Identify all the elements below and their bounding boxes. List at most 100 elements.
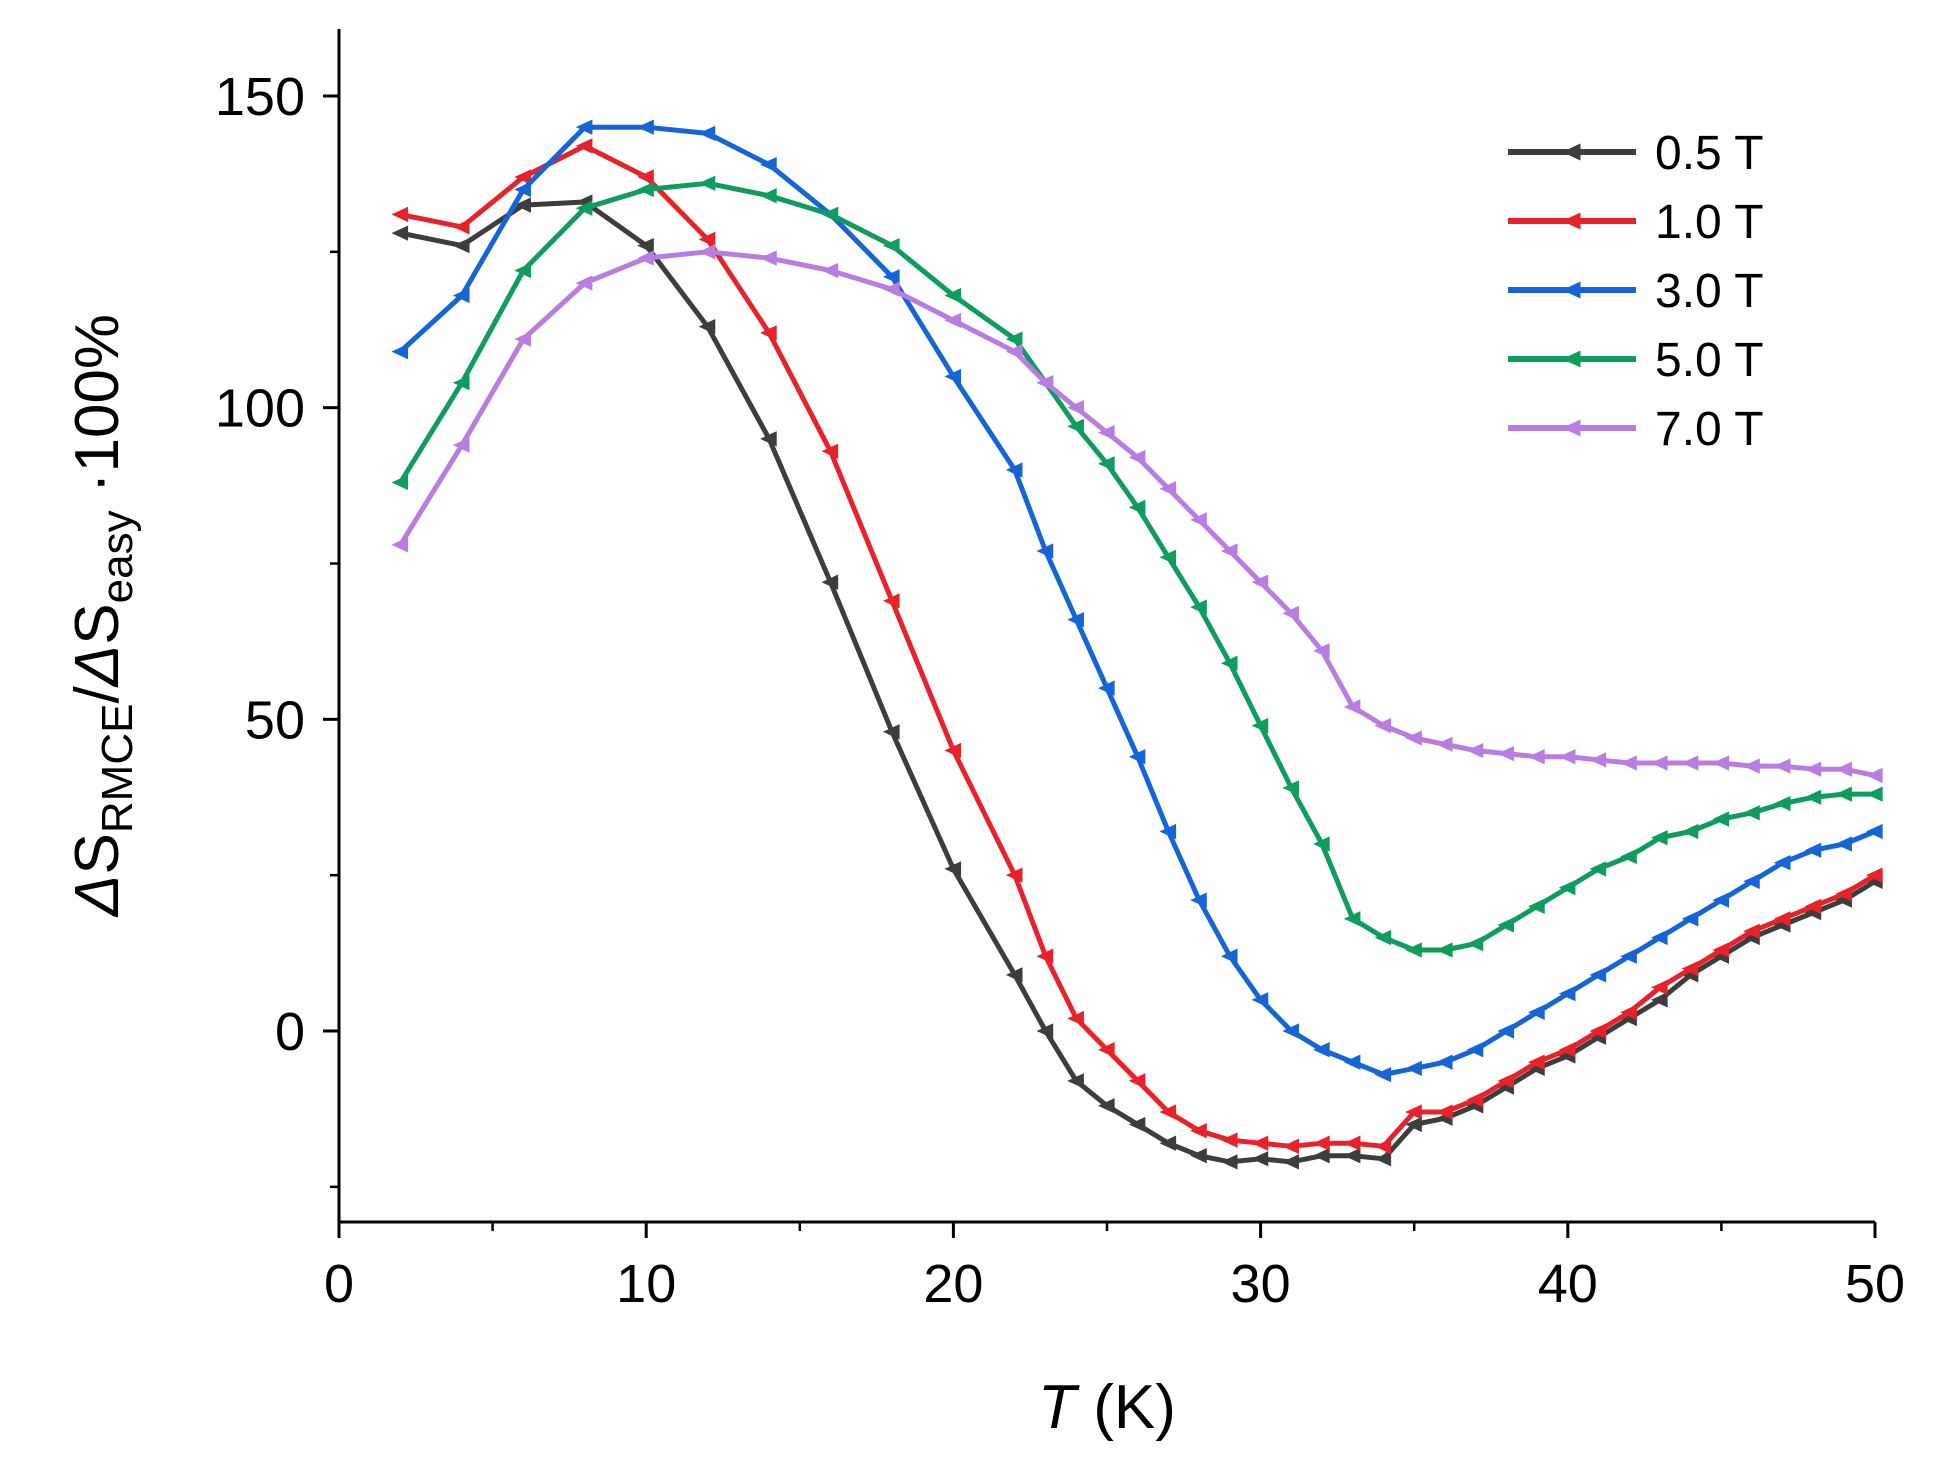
data-point [1313, 1148, 1330, 1164]
data-point [1313, 1042, 1330, 1058]
data-point [1282, 1154, 1299, 1170]
x-tick-label: 10 [616, 1254, 676, 1314]
data-point [1466, 742, 1484, 759]
data-point [1866, 823, 1883, 840]
data-point [1743, 923, 1760, 939]
data-point [637, 169, 654, 185]
data-point [1650, 992, 1668, 1008]
data-point [1374, 1066, 1392, 1083]
data-point [1190, 599, 1207, 615]
data-point [944, 742, 962, 759]
data-point [391, 537, 409, 553]
data-point [1128, 499, 1146, 516]
data-point [1251, 992, 1269, 1008]
data-point [1712, 942, 1730, 958]
data-point [1282, 780, 1299, 796]
data-point [1374, 1151, 1392, 1167]
data-point [637, 119, 654, 135]
data-point [1712, 892, 1730, 908]
data-point [1681, 823, 1699, 840]
data-point [1220, 543, 1238, 559]
data-point [1435, 1104, 1453, 1120]
data-point [1620, 1004, 1637, 1020]
data-point [1650, 830, 1668, 846]
data-point [1251, 717, 1269, 734]
data-point [1650, 979, 1668, 996]
plot-frame [337, 29, 1875, 1224]
data-point [1558, 749, 1576, 765]
data-point [1558, 879, 1576, 896]
series-line [399, 143, 1877, 1149]
data-point [1866, 767, 1883, 784]
data-point [698, 231, 716, 248]
data-point [1067, 418, 1084, 435]
data-point [1374, 1138, 1392, 1154]
data-point [1098, 424, 1115, 441]
data-point [575, 200, 593, 216]
data-point [1098, 1098, 1115, 1114]
data-point [1067, 1010, 1084, 1027]
data-point [698, 244, 716, 260]
data-point [1282, 1023, 1299, 1039]
data-point [1005, 867, 1023, 883]
legend-marker [1562, 212, 1581, 230]
data-point [452, 237, 470, 254]
data-point [760, 250, 777, 266]
data-point [1620, 948, 1637, 964]
data-point [1374, 717, 1392, 734]
data-point [1835, 836, 1852, 852]
data-point [1251, 1151, 1269, 1167]
axis-ticks: 0 10 20 30 40 50 0 50 100 150 [215, 67, 1905, 1314]
data-point [1005, 343, 1023, 360]
data-point [1159, 823, 1177, 840]
data-point [760, 325, 777, 341]
data-point [1036, 543, 1054, 559]
data-point [575, 138, 593, 154]
data-point [1098, 456, 1115, 472]
legend-label: 5.0 T [1655, 334, 1764, 387]
legend-label: 0.5 T [1655, 127, 1764, 180]
data-point [1466, 1042, 1484, 1058]
data-point [1466, 1091, 1484, 1108]
data-point [1835, 786, 1852, 802]
data-point [575, 119, 593, 135]
data-point [1497, 917, 1515, 933]
data-point [1620, 755, 1637, 771]
series-line [398, 249, 1876, 778]
data-point [1589, 1023, 1607, 1039]
data-point [1282, 605, 1299, 622]
data-point [1712, 811, 1730, 827]
data-point [1528, 898, 1545, 914]
data-point [1589, 861, 1607, 877]
data-point [1558, 985, 1576, 1002]
data-point [1313, 836, 1330, 852]
data-point [1620, 848, 1637, 865]
data-point [1098, 680, 1115, 696]
x-axis-title: T (K) [1038, 1373, 1176, 1442]
x-tick-label: 40 [1538, 1254, 1598, 1314]
data-point [1589, 967, 1607, 983]
data-point [514, 262, 531, 279]
data-point [1313, 643, 1330, 659]
data-point [1159, 1104, 1177, 1120]
data-point [1804, 898, 1822, 914]
data-point [1067, 400, 1084, 416]
data-point [1497, 1073, 1515, 1089]
data-point [944, 312, 962, 329]
series-line [399, 199, 1877, 1165]
x-tick-label: 30 [1231, 1254, 1291, 1314]
data-point [1220, 948, 1238, 964]
data-point [1528, 1054, 1545, 1070]
y-tick-label: 150 [215, 67, 305, 127]
data-point [452, 287, 470, 304]
data-point [452, 437, 470, 453]
data-point [1804, 789, 1822, 805]
data-point [1005, 462, 1023, 478]
x-tick-label: 20 [923, 1254, 983, 1314]
data-point [1159, 1135, 1177, 1151]
data-point [1528, 749, 1545, 765]
data-point [575, 275, 593, 291]
data-point [391, 206, 409, 223]
data-point [1743, 758, 1760, 774]
data-point [1220, 1154, 1238, 1170]
